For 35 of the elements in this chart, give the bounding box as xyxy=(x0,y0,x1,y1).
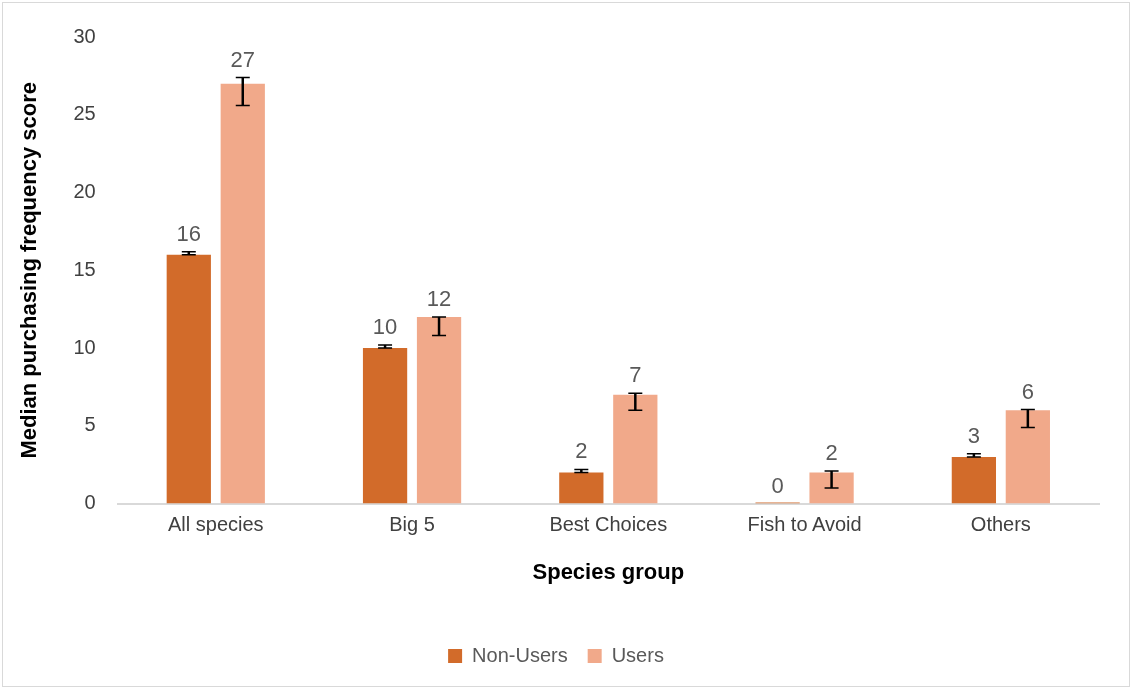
x-tick-label: Fish to Avoid xyxy=(747,513,862,536)
legend-label: Non-Users xyxy=(472,643,568,666)
y-tick-label: 15 xyxy=(73,257,96,280)
x-tick-label: All species xyxy=(167,513,264,536)
x-axis-title: Species group xyxy=(532,558,685,584)
y-tick-label: 30 xyxy=(73,24,96,47)
data-label: 27 xyxy=(230,46,256,72)
x-tick-label: Big 5 xyxy=(389,513,435,536)
data-label: 7 xyxy=(629,362,642,388)
data-label: 2 xyxy=(575,438,588,464)
bar xyxy=(613,394,658,504)
y-tick-label: 5 xyxy=(84,413,96,436)
y-tick-label: 10 xyxy=(73,335,96,358)
y-axis-title: Median purchasing frequency score xyxy=(16,82,42,459)
data-label: 3 xyxy=(967,422,980,448)
data-label: 2 xyxy=(825,440,838,465)
bar xyxy=(362,348,408,504)
bar xyxy=(416,316,462,504)
bar xyxy=(1005,410,1050,504)
bar xyxy=(166,254,211,504)
x-tick-label: Best Choices xyxy=(549,513,668,536)
data-label: 0 xyxy=(771,472,784,498)
bar xyxy=(220,83,265,504)
y-tick-label: 25 xyxy=(73,102,96,125)
bar xyxy=(951,456,997,504)
data-label: 12 xyxy=(426,286,452,312)
data-label: 10 xyxy=(372,314,398,340)
y-tick-label: 20 xyxy=(73,180,96,203)
legend-label: Users xyxy=(611,643,664,666)
data-label: 16 xyxy=(176,220,202,246)
bar xyxy=(559,472,604,504)
bar xyxy=(809,472,854,504)
data-label: 6 xyxy=(1021,378,1034,404)
x-tick-label: Others xyxy=(970,513,1031,536)
y-tick-label: 0 xyxy=(84,491,96,514)
